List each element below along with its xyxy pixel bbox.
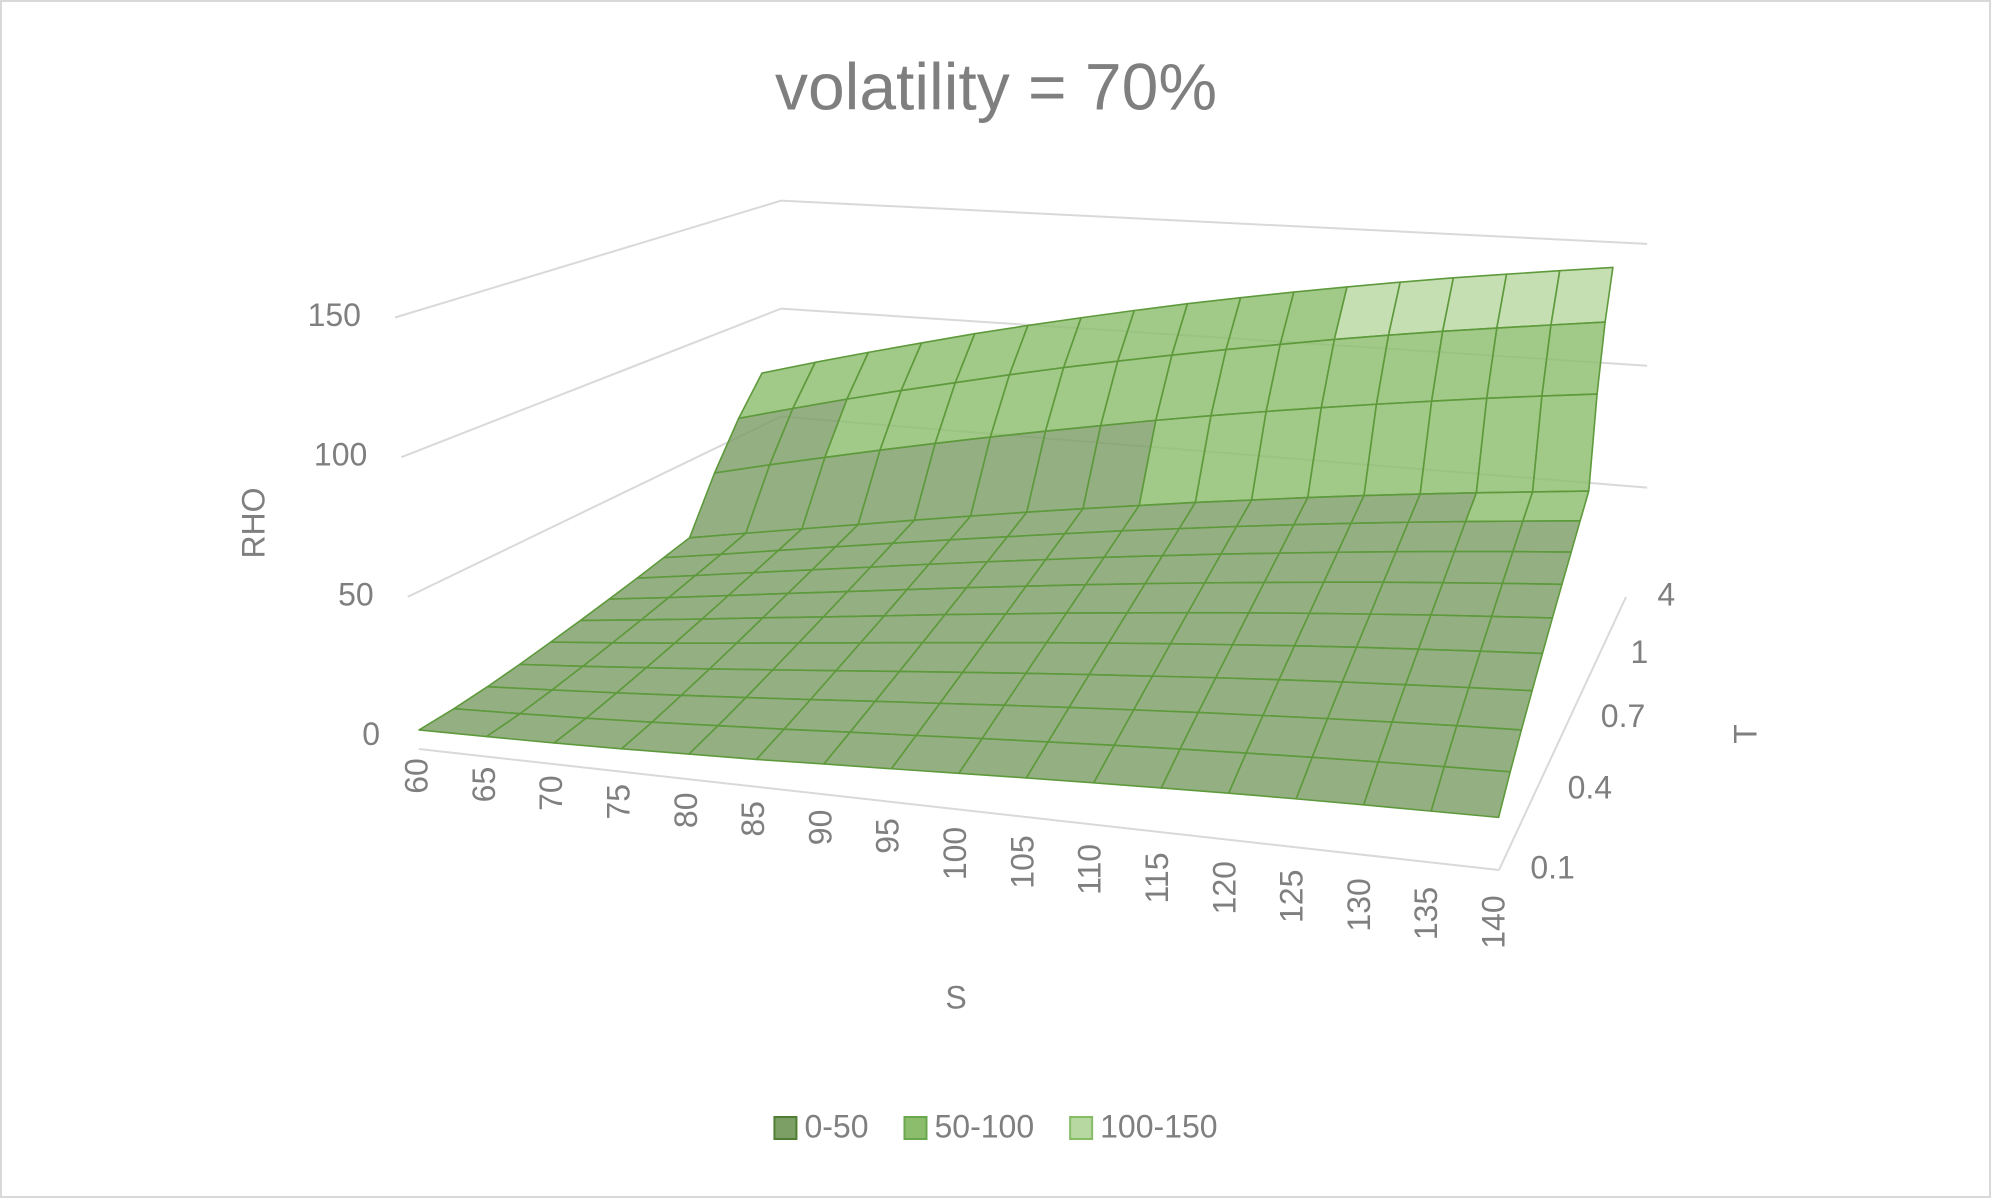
x-tick-label: 60 xyxy=(399,758,435,794)
x-tick-label: 70 xyxy=(533,775,569,811)
x-tick-label: 130 xyxy=(1341,878,1377,931)
x-tick-label: 65 xyxy=(466,767,502,803)
surface-face xyxy=(1464,491,1534,523)
surface-face xyxy=(1453,520,1524,553)
surface-face xyxy=(1496,269,1561,329)
x-tick-label: 135 xyxy=(1408,887,1444,940)
surface-face xyxy=(1395,520,1467,553)
legend-swatch xyxy=(773,1116,798,1140)
chart-title: volatility = 70% xyxy=(775,49,1217,123)
x-axis-title: S xyxy=(945,979,966,1015)
x-tick-label: 80 xyxy=(668,792,704,828)
y-axis-line xyxy=(1498,596,1627,871)
surface-face xyxy=(1501,550,1573,586)
grid-line xyxy=(394,199,1648,319)
surface-face xyxy=(1442,550,1514,585)
surface-face xyxy=(1531,393,1598,493)
legend-label: 100-150 xyxy=(1100,1108,1217,1144)
x-tick-label: 140 xyxy=(1476,895,1512,948)
y-tick-label: 4 xyxy=(1657,576,1675,612)
y-tick-label: 0.7 xyxy=(1601,698,1645,734)
z-tick-label: 150 xyxy=(308,297,361,333)
y-tick-label: 0.1 xyxy=(1530,849,1574,885)
x-tick-label: 115 xyxy=(1139,852,1175,903)
x-axis-line xyxy=(418,748,1500,871)
x-tick-label: 105 xyxy=(1004,835,1040,888)
z-tick-label: 0 xyxy=(362,716,380,752)
surface-face xyxy=(1485,324,1552,400)
y-axis-title: T xyxy=(1727,724,1763,744)
z-axis-title: RHO xyxy=(235,487,271,558)
surface-face xyxy=(1468,650,1544,692)
y-tick-label: 0.4 xyxy=(1568,769,1612,805)
x-tick-label: 100 xyxy=(937,827,973,880)
surface-face xyxy=(1455,686,1533,731)
x-tick-label: 120 xyxy=(1206,861,1242,914)
z-tick-label: 100 xyxy=(314,437,367,473)
surface-face xyxy=(1391,683,1470,727)
legend-swatch xyxy=(1069,1116,1094,1140)
surface-face xyxy=(1490,582,1563,619)
surface-face xyxy=(1430,581,1504,618)
x-tick-label: 125 xyxy=(1274,870,1310,923)
legend-swatch xyxy=(903,1116,928,1140)
surface-face xyxy=(1522,490,1590,522)
surface-face xyxy=(1430,327,1498,403)
y-tick-label: 1 xyxy=(1631,634,1649,670)
x-tick-label: 90 xyxy=(802,810,838,846)
surface-face xyxy=(1419,397,1488,495)
surface-face xyxy=(1512,520,1581,553)
z-tick-label: 50 xyxy=(338,576,374,612)
surface-face xyxy=(1443,724,1523,773)
surface-face xyxy=(1479,615,1554,655)
surface-face xyxy=(1475,395,1543,494)
surface-face xyxy=(1362,761,1446,812)
x-tick-label: 85 xyxy=(735,801,771,837)
surface-face xyxy=(1417,614,1493,652)
surface-face xyxy=(1550,266,1614,326)
surface-face xyxy=(1441,273,1508,333)
surface-face xyxy=(1377,721,1458,768)
x-tick-label: 110 xyxy=(1072,844,1108,895)
surface-face xyxy=(1430,765,1512,819)
surface-face xyxy=(1404,648,1482,689)
legend-label: 0-50 xyxy=(804,1108,868,1144)
legend-label: 50-100 xyxy=(934,1108,1034,1144)
surface-face xyxy=(1541,321,1606,397)
x-tick-label: 75 xyxy=(600,784,636,820)
x-tick-label: 95 xyxy=(870,818,906,854)
